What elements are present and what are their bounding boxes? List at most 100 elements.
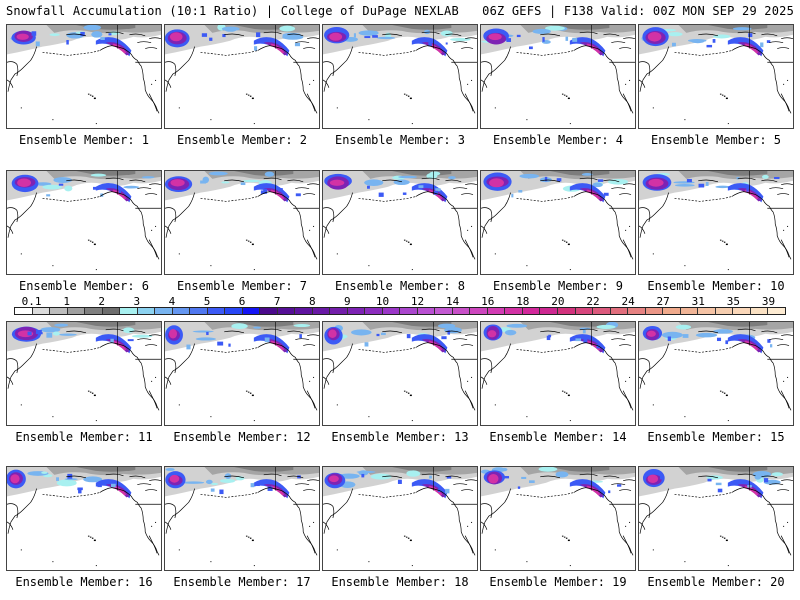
colorbar-swatch xyxy=(50,308,68,314)
ensemble-member-label: Ensemble Member: 13 xyxy=(331,430,469,444)
colorbar-swatch xyxy=(487,308,506,314)
colorbar-tick-label: 35 xyxy=(726,295,740,308)
colorbar-tick-label: 18 xyxy=(516,295,530,308)
colorbar-swatch xyxy=(242,308,261,314)
snowfall-map xyxy=(6,321,162,426)
snowfall-shading xyxy=(7,322,161,354)
colorbar-tick-label: 12 xyxy=(410,295,425,308)
colorbar-swatch xyxy=(155,308,173,314)
coastlines-borders xyxy=(323,25,477,125)
snowfall-shading xyxy=(165,171,319,203)
colorbar-swatch xyxy=(505,308,523,314)
colorbar-tick-label: 2 xyxy=(98,295,106,308)
snowfall-map-svg xyxy=(323,322,477,425)
colorbar-tick-label: 24 xyxy=(621,295,635,308)
colorbar-tick-label: 14 xyxy=(446,295,460,308)
ensemble-member-label: Ensemble Member: 3 xyxy=(334,133,466,147)
colorbar-tick-labels: 0.1 1 2 3 4 5 6 7 8 9 10 12 14 16 18 20 22 24 27 31 35 39 xyxy=(14,296,786,307)
colorbar-tick-label: 6 xyxy=(238,295,246,308)
snowfall-shading xyxy=(481,171,635,203)
colorbar-swatch xyxy=(470,308,488,314)
colorbar-swatch xyxy=(85,308,103,314)
ensemble-member-label: Ensemble Member: 2 xyxy=(176,133,308,147)
ensemble-member-label: Ensemble Member: 14 xyxy=(489,430,627,444)
coastlines-borders xyxy=(7,25,161,125)
colorbar-swatch xyxy=(207,308,226,314)
colorbar-swatch xyxy=(575,308,594,314)
coastlines-borders xyxy=(7,467,161,567)
snowfall-shading xyxy=(7,467,161,499)
snowfall-map-svg xyxy=(481,171,635,274)
coastlines-borders xyxy=(165,322,319,422)
coastlines-borders xyxy=(7,322,161,422)
colorbar-swatch xyxy=(733,308,751,314)
colorbar-swatch xyxy=(557,308,576,314)
colorbar-swatch xyxy=(347,308,366,314)
snowfall-map-svg xyxy=(323,467,477,570)
colorbar-swatch xyxy=(663,308,681,314)
colorbar-tick-label: 10 xyxy=(375,295,390,308)
colorbar-swatch xyxy=(435,308,453,314)
colorbar-swatch xyxy=(277,308,296,314)
ensemble-member-label: Ensemble Member: 7 xyxy=(176,279,308,293)
colorbar-swatch xyxy=(67,308,86,314)
snowfall-map-svg xyxy=(7,467,161,570)
colorbar-swatch xyxy=(698,308,716,314)
snowfall-map xyxy=(638,170,794,275)
snowfall-shading xyxy=(639,322,793,354)
coastlines-borders xyxy=(165,171,319,271)
colorbar-swatch xyxy=(522,308,541,314)
snowfall-map-svg xyxy=(165,25,319,128)
colorbar-swatch xyxy=(645,308,664,314)
snowfall-map-svg xyxy=(639,25,793,128)
snowfall-shading xyxy=(481,25,635,57)
snowfall-map-svg xyxy=(639,322,793,425)
snowfall-shading xyxy=(323,25,477,57)
colorbar-swatch xyxy=(137,308,156,314)
ensemble-member-label: Ensemble Member: 17 xyxy=(173,575,311,589)
ensemble-member-label: Ensemble Member: 5 xyxy=(650,133,782,147)
chart-title: Snowfall Accumulation (10:1 Ratio) | Col… xyxy=(6,4,459,18)
coastlines-borders xyxy=(481,322,635,422)
snowfall-map-svg xyxy=(7,322,161,425)
snowfall-map xyxy=(164,321,320,426)
coastlines-borders xyxy=(323,467,477,567)
snowfall-map xyxy=(164,24,320,129)
coastlines-borders xyxy=(639,322,793,422)
colorbar-tick-label: 4 xyxy=(168,295,176,308)
colorbar-tick-label: 31 xyxy=(691,295,705,308)
coastlines-borders xyxy=(7,171,161,271)
colorbar-tick-label: 8 xyxy=(308,295,316,308)
colorbar-swatch xyxy=(190,308,208,314)
colorbar-swatch xyxy=(312,308,331,314)
coastlines-borders xyxy=(639,25,793,125)
snowfall-map-svg xyxy=(323,25,477,128)
snowfall-shading xyxy=(481,467,635,499)
snowfall-map-svg xyxy=(323,171,477,274)
coastlines-borders xyxy=(639,171,793,271)
snowfall-map-svg xyxy=(481,25,635,128)
snowfall-map xyxy=(164,170,320,275)
snowfall-map-svg xyxy=(7,25,161,128)
ensemble-member-label: Ensemble Member: 20 xyxy=(647,575,785,589)
colorbar-swatch xyxy=(628,308,646,314)
coastlines-borders xyxy=(481,467,635,567)
colorbar-tick-label: 20 xyxy=(551,295,565,308)
coastlines-borders xyxy=(481,171,635,271)
colorbar-swatch xyxy=(610,308,629,314)
snowfall-map-svg xyxy=(165,322,319,425)
ensemble-member-label: Ensemble Member: 9 xyxy=(492,279,624,293)
snowfall-shading xyxy=(323,171,477,203)
snowfall-map xyxy=(6,24,162,129)
colorbar-tick-label: 0.1 xyxy=(21,295,42,308)
ensemble-member-label: Ensemble Member: 8 xyxy=(334,279,466,293)
coastlines-borders xyxy=(165,25,319,125)
ensemble-member-label: Ensemble Member: 12 xyxy=(173,430,311,444)
snowfall-map xyxy=(6,466,162,571)
colorbar-swatch xyxy=(172,308,191,314)
ensemble-member-label: Ensemble Member: 18 xyxy=(331,575,469,589)
snowfall-map xyxy=(638,321,794,426)
colorbar-tick-label: 9 xyxy=(344,295,351,308)
ensemble-member-label: Ensemble Member: 4 xyxy=(492,133,624,147)
snowfall-map-svg xyxy=(481,322,635,425)
